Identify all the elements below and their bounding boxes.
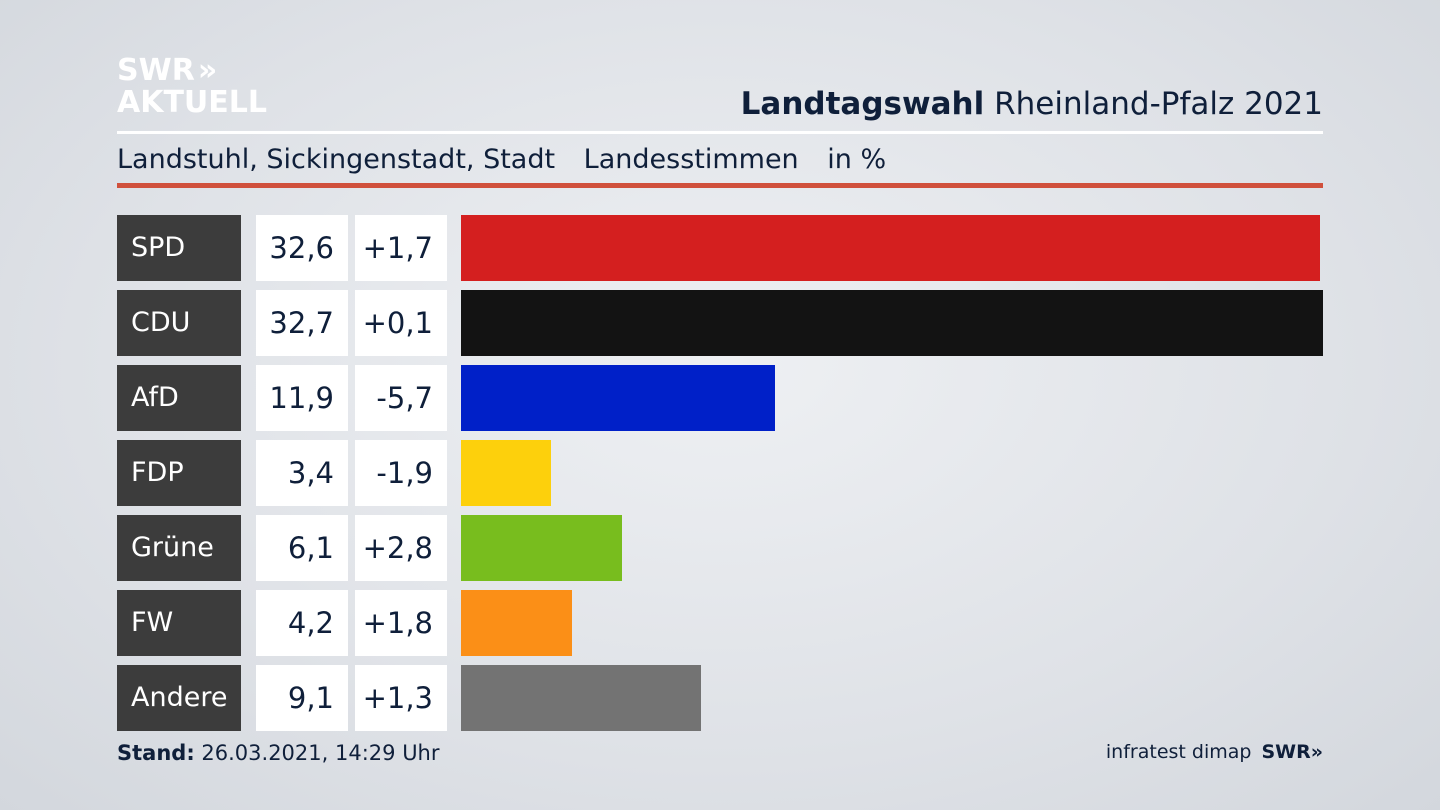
diff-label: +2,8 bbox=[355, 515, 447, 581]
value-label: 6,1 bbox=[256, 515, 348, 581]
bar bbox=[461, 665, 701, 731]
source-name: infratest dimap bbox=[1105, 741, 1252, 763]
party-label: CDU bbox=[117, 290, 241, 356]
diff-label: +1,7 bbox=[355, 215, 447, 281]
party-label: AfD bbox=[117, 365, 241, 431]
diff-label: +1,8 bbox=[355, 590, 447, 656]
bar bbox=[461, 290, 1323, 356]
chart-row: FDP 3,4 -1,9 bbox=[117, 440, 1323, 506]
subtitle-unit: in % bbox=[827, 144, 887, 175]
bar bbox=[461, 365, 775, 431]
subtitle-measure: Landesstimmen bbox=[583, 144, 799, 175]
chart-row: SPD 32,6 +1,7 bbox=[117, 215, 1323, 281]
source-credit: infratest dimap SWR» bbox=[1106, 741, 1323, 763]
title-rest: Rheinland-Pfalz 2021 bbox=[994, 86, 1323, 122]
subtitle-divider bbox=[117, 183, 1323, 188]
chart-row: Grüne 6,1 +2,8 bbox=[117, 515, 1323, 581]
bar bbox=[461, 515, 622, 581]
value-label: 32,7 bbox=[256, 290, 348, 356]
subtitle-location: Landstuhl, Sickingenstadt, Stadt bbox=[117, 144, 556, 175]
party-label: FW bbox=[117, 590, 241, 656]
party-label: Grüne bbox=[117, 515, 241, 581]
value-label: 11,9 bbox=[256, 365, 348, 431]
bar bbox=[461, 590, 572, 656]
diff-label: -1,9 bbox=[355, 440, 447, 506]
party-label: SPD bbox=[117, 215, 241, 281]
chart-title: Landtagswahl Rheinland-Pfalz 2021 bbox=[741, 86, 1323, 122]
title-bold: Landtagswahl bbox=[740, 86, 985, 122]
chart-subtitle: Landstuhl, Sickingenstadt, Stadt Landess… bbox=[117, 144, 906, 175]
value-label: 3,4 bbox=[256, 440, 348, 506]
swr-brand: SWR» bbox=[1261, 741, 1323, 763]
chart-row: FW 4,2 +1,8 bbox=[117, 590, 1323, 656]
diff-label: +0,1 bbox=[355, 290, 447, 356]
timestamp: Stand: 26.03.2021, 14:29 Uhr bbox=[117, 741, 440, 765]
value-label: 4,2 bbox=[256, 590, 348, 656]
bar bbox=[461, 215, 1320, 281]
bar bbox=[461, 440, 551, 506]
title-divider bbox=[117, 131, 1323, 134]
value-label: 32,6 bbox=[256, 215, 348, 281]
diff-label: -5,7 bbox=[355, 365, 447, 431]
diff-label: +1,3 bbox=[355, 665, 447, 731]
value-label: 9,1 bbox=[256, 665, 348, 731]
party-label: Andere bbox=[117, 665, 241, 731]
swr-aktuell-logo: SWR» AKTUELL bbox=[117, 53, 268, 120]
chart-row: AfD 11,9 -5,7 bbox=[117, 365, 1323, 431]
chart-row: CDU 32,7 +0,1 bbox=[117, 290, 1323, 356]
party-label: FDP bbox=[117, 440, 241, 506]
chart-row: Andere 9,1 +1,3 bbox=[117, 665, 1323, 731]
